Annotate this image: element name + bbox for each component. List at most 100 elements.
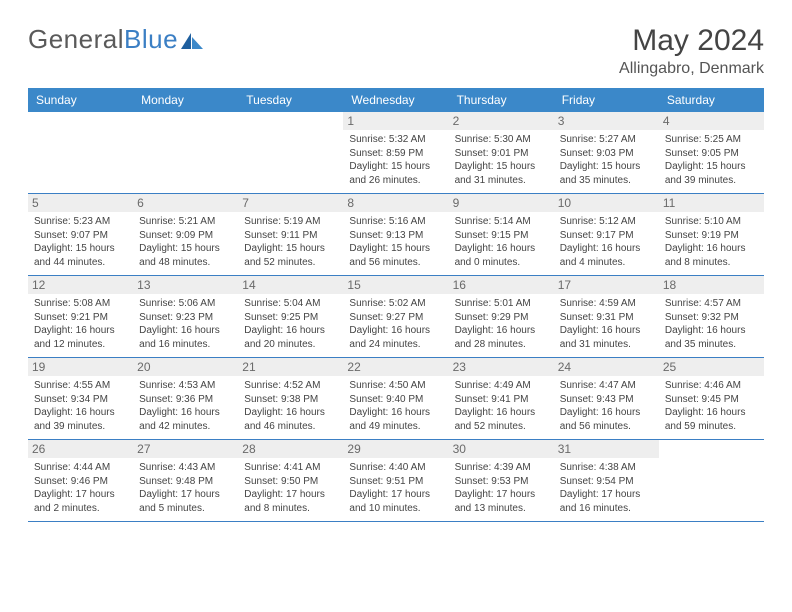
day-details: Sunrise: 4:53 AMSunset: 9:36 PMDaylight:… — [139, 379, 232, 433]
calendar-day-cell: 12 Sunrise: 5:08 AMSunset: 9:21 PMDayligh… — [28, 276, 133, 357]
day-number: 8 — [343, 194, 448, 212]
calendar-day-cell: 11 Sunrise: 5:10 AMSunset: 9:19 PMDayligh… — [659, 194, 764, 275]
day-number: 31 — [554, 440, 659, 458]
day-number: 22 — [343, 358, 448, 376]
title-block: May 2024 Allingabro, Denmark — [619, 24, 764, 78]
day-details: Sunrise: 5:06 AMSunset: 9:23 PMDaylight:… — [139, 297, 232, 351]
calendar-day-cell: 26Sunrise: 4:44 AMSunset: 9:46 PMDayligh… — [28, 440, 133, 521]
day-number: 25 — [659, 358, 764, 376]
day-details: Sunrise: 5:12 AMSunset: 9:17 PMDaylight:… — [560, 215, 653, 269]
day-number: 14 — [238, 276, 343, 294]
day-details: Sunrise: 5:08 AMSunset: 9:21 PMDaylight:… — [34, 297, 127, 351]
day-number: 24 — [554, 358, 659, 376]
day-details: Sunrise: 4:50 AMSunset: 9:40 PMDaylight:… — [349, 379, 442, 433]
calendar-day-cell: . — [28, 112, 133, 193]
calendar-day-cell: 6Sunrise: 5:21 AMSunset: 9:09 PMDaylight… — [133, 194, 238, 275]
day-details: Sunrise: 5:21 AMSunset: 9:09 PMDaylight:… — [139, 215, 232, 269]
day-details: Sunrise: 5:01 AMSunset: 9:29 PMDaylight:… — [455, 297, 548, 351]
day-number: 16 — [449, 276, 554, 294]
calendar-day-cell: 17 Sunrise: 4:59 AMSunset: 9:31 PMDayligh… — [554, 276, 659, 357]
calendar-week-row: 5 Sunrise: 5:23 AMSunset: 9:07 PMDaylight… — [28, 194, 764, 276]
day-details: Sunrise: 5:32 AMSunset: 8:59 PMDaylight:… — [349, 133, 442, 187]
weekday-header: Friday — [554, 88, 659, 112]
logo: GeneralBlue — [28, 24, 205, 55]
calendar-week-row: ...1Sunrise: 5:32 AMSunset: 8:59 PMDayli… — [28, 112, 764, 194]
calendar-week-row: 26Sunrise: 4:44 AMSunset: 9:46 PMDayligh… — [28, 440, 764, 522]
day-number: 17 — [554, 276, 659, 294]
day-details: Sunrise: 4:40 AMSunset: 9:51 PMDaylight:… — [349, 461, 442, 515]
calendar-day-cell: 19 Sunrise: 4:55 AMSunset: 9:34 PMDayligh… — [28, 358, 133, 439]
calendar-day-cell: 15Sunrise: 5:02 AMSunset: 9:27 PMDayligh… — [343, 276, 448, 357]
day-number: 10 — [554, 194, 659, 212]
day-details: Sunrise: 5:23 AMSunset: 9:07 PMDaylight:… — [34, 215, 127, 269]
day-number: 11 — [659, 194, 764, 212]
day-details: Sunrise: 4:52 AMSunset: 9:38 PMDaylight:… — [244, 379, 337, 433]
calendar-week-row: 19 Sunrise: 4:55 AMSunset: 9:34 PMDayligh… — [28, 358, 764, 440]
day-number: 2 — [449, 112, 554, 130]
calendar-day-cell: . — [133, 112, 238, 193]
day-number: 7 — [238, 194, 343, 212]
day-number: 29 — [343, 440, 448, 458]
calendar-day-cell: 20 Sunrise: 4:53 AMSunset: 9:36 PMDayligh… — [133, 358, 238, 439]
calendar-day-cell: 28Sunrise: 4:41 AMSunset: 9:50 PMDayligh… — [238, 440, 343, 521]
calendar-day-cell: 27Sunrise: 4:43 AMSunset: 9:48 PMDayligh… — [133, 440, 238, 521]
day-details: Sunrise: 4:38 AMSunset: 9:54 PMDaylight:… — [560, 461, 653, 515]
calendar: SundayMondayTuesdayWednesdayThursdayFrid… — [28, 88, 764, 522]
day-details: Sunrise: 5:30 AMSunset: 9:01 PMDaylight:… — [455, 133, 548, 187]
day-details: Sunrise: 5:02 AMSunset: 9:27 PMDaylight:… — [349, 297, 442, 351]
calendar-day-cell: 9 Sunrise: 5:14 AMSunset: 9:15 PMDaylight… — [449, 194, 554, 275]
calendar-day-cell: 29 Sunrise: 4:40 AMSunset: 9:51 PMDayligh… — [343, 440, 448, 521]
calendar-day-cell: 22 Sunrise: 4:50 AMSunset: 9:40 PMDayligh… — [343, 358, 448, 439]
weekday-header: Saturday — [659, 88, 764, 112]
day-details: Sunrise: 5:25 AMSunset: 9:05 PMDaylight:… — [665, 133, 758, 187]
day-details: Sunrise: 5:10 AMSunset: 9:19 PMDaylight:… — [665, 215, 758, 269]
calendar-day-cell: 7Sunrise: 5:19 AMSunset: 9:11 PMDaylight… — [238, 194, 343, 275]
calendar-day-cell: . — [659, 440, 764, 521]
day-details: Sunrise: 5:27 AMSunset: 9:03 PMDaylight:… — [560, 133, 653, 187]
day-number: 1 — [343, 112, 448, 130]
calendar-day-cell: 24 Sunrise: 4:47 AMSunset: 9:43 PMDayligh… — [554, 358, 659, 439]
calendar-day-cell: 4 Sunrise: 5:25 AMSunset: 9:05 PMDaylight… — [659, 112, 764, 193]
day-number: 5 — [28, 194, 133, 212]
calendar-day-cell: 16 Sunrise: 5:01 AMSunset: 9:29 PMDayligh… — [449, 276, 554, 357]
calendar-day-cell: 10 Sunrise: 5:12 AMSunset: 9:17 PMDayligh… — [554, 194, 659, 275]
calendar-day-cell: 13Sunrise: 5:06 AMSunset: 9:23 PMDayligh… — [133, 276, 238, 357]
day-number: 23 — [449, 358, 554, 376]
day-number: 21 — [238, 358, 343, 376]
day-details: Sunrise: 4:59 AMSunset: 9:31 PMDaylight:… — [560, 297, 653, 351]
weekday-header: Thursday — [449, 88, 554, 112]
day-number: 4 — [659, 112, 764, 130]
weekday-header: Tuesday — [238, 88, 343, 112]
day-details: Sunrise: 4:57 AMSunset: 9:32 PMDaylight:… — [665, 297, 758, 351]
day-number: 30 — [449, 440, 554, 458]
weekday-header-row: SundayMondayTuesdayWednesdayThursdayFrid… — [28, 88, 764, 112]
weekday-header: Monday — [133, 88, 238, 112]
day-details: Sunrise: 4:44 AMSunset: 9:46 PMDaylight:… — [34, 461, 127, 515]
calendar-day-cell: . — [238, 112, 343, 193]
logo-sail-icon — [181, 31, 205, 51]
calendar-day-cell: 1 Sunrise: 5:32 AMSunset: 8:59 PMDaylight… — [343, 112, 448, 193]
calendar-day-cell: 21 Sunrise: 4:52 AMSunset: 9:38 PMDayligh… — [238, 358, 343, 439]
day-details: Sunrise: 4:49 AMSunset: 9:41 PMDaylight:… — [455, 379, 548, 433]
logo-text-2: Blue — [124, 24, 178, 55]
calendar-day-cell: 25Sunrise: 4:46 AMSunset: 9:45 PMDayligh… — [659, 358, 764, 439]
day-number: 9 — [449, 194, 554, 212]
calendar-day-cell: 23 Sunrise: 4:49 AMSunset: 9:41 PMDayligh… — [449, 358, 554, 439]
day-number: 19 — [28, 358, 133, 376]
day-details: Sunrise: 5:14 AMSunset: 9:15 PMDaylight:… — [455, 215, 548, 269]
calendar-day-cell: 14Sunrise: 5:04 AMSunset: 9:25 PMDayligh… — [238, 276, 343, 357]
location: Allingabro, Denmark — [619, 60, 764, 78]
calendar-week-row: 12 Sunrise: 5:08 AMSunset: 9:21 PMDayligh… — [28, 276, 764, 358]
day-details: Sunrise: 5:16 AMSunset: 9:13 PMDaylight:… — [349, 215, 442, 269]
day-number: 27 — [133, 440, 238, 458]
day-number: 12 — [28, 276, 133, 294]
calendar-day-cell: 30Sunrise: 4:39 AMSunset: 9:53 PMDayligh… — [449, 440, 554, 521]
weekday-header: Wednesday — [343, 88, 448, 112]
day-details: Sunrise: 4:55 AMSunset: 9:34 PMDaylight:… — [34, 379, 127, 433]
calendar-day-cell: 3Sunrise: 5:27 AMSunset: 9:03 PMDaylight… — [554, 112, 659, 193]
day-details: Sunrise: 4:47 AMSunset: 9:43 PMDaylight:… — [560, 379, 653, 433]
day-number: 20 — [133, 358, 238, 376]
calendar-body: ...1Sunrise: 5:32 AMSunset: 8:59 PMDayli… — [28, 112, 764, 522]
month-title: May 2024 — [619, 24, 764, 58]
day-number: 28 — [238, 440, 343, 458]
